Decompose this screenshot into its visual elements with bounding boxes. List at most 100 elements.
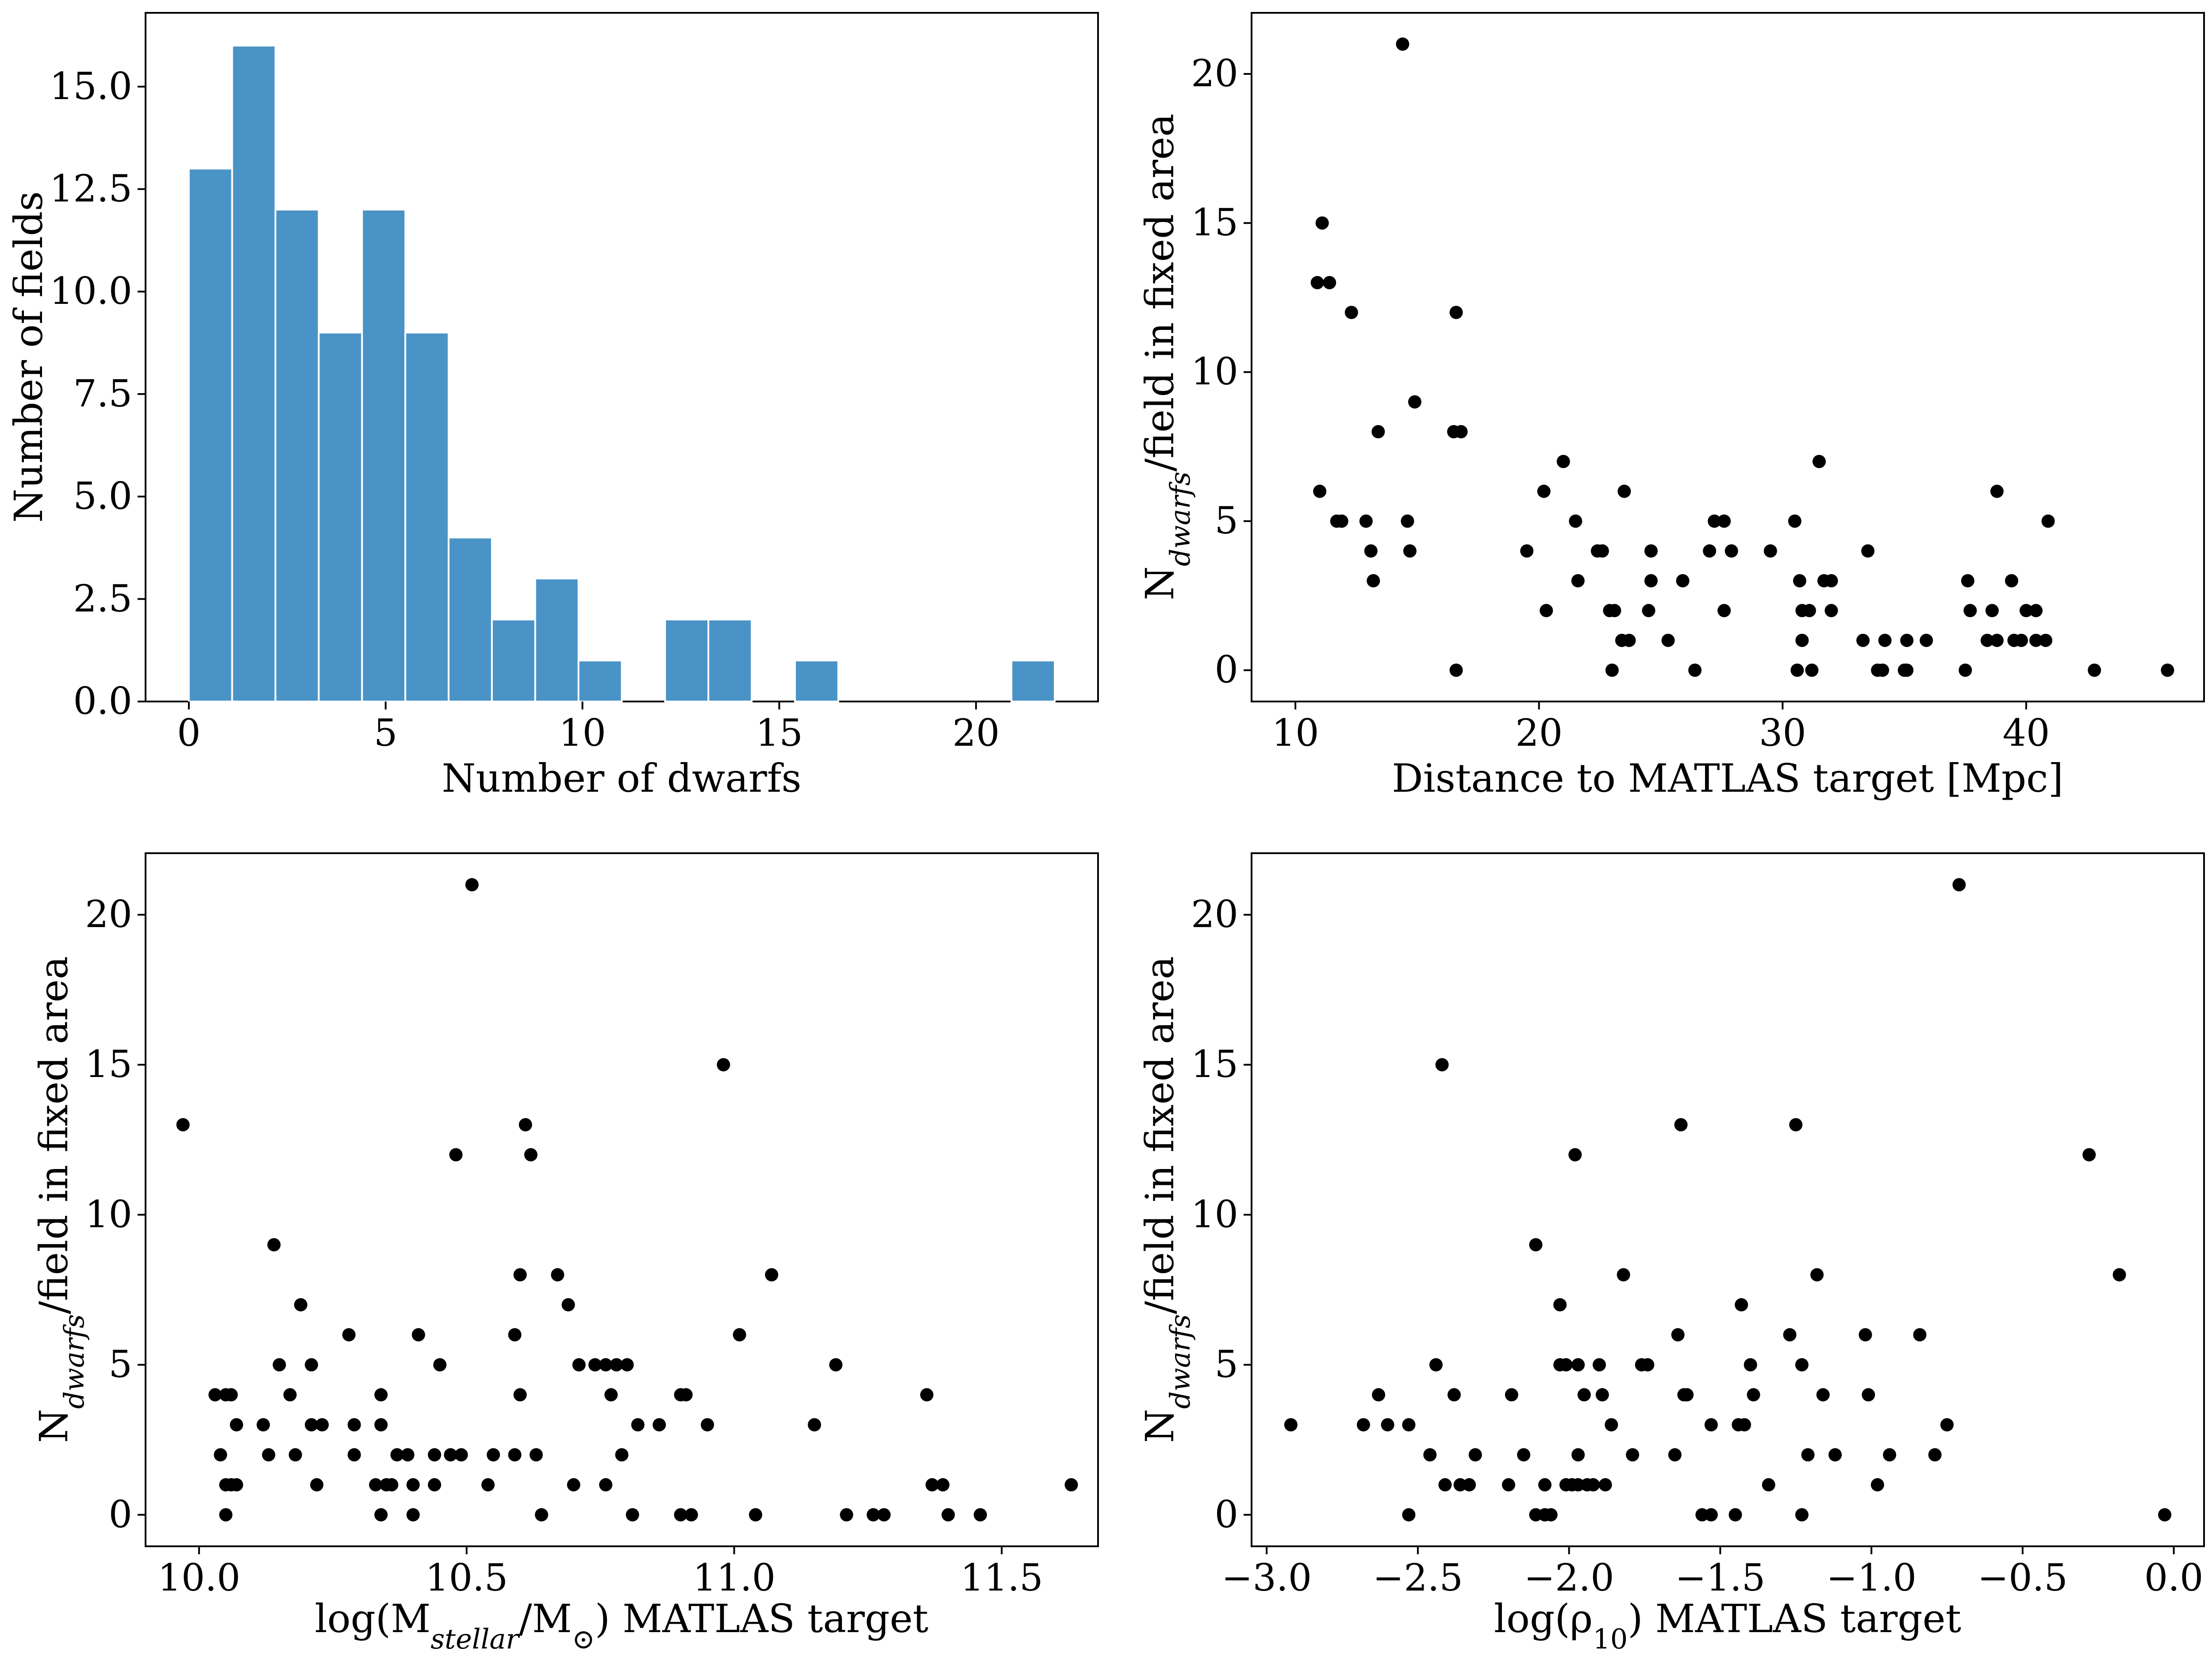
scatter-point xyxy=(1605,663,1619,677)
scatter-point xyxy=(257,1418,270,1432)
scatter-point xyxy=(1788,514,1801,528)
xtick-label: 30 xyxy=(1759,711,1806,755)
scatter-point xyxy=(1738,1418,1751,1432)
scatter-point xyxy=(701,1418,714,1432)
distance-frame xyxy=(1251,12,2205,702)
ytick-label: 7.5 xyxy=(73,372,132,415)
scatter-point xyxy=(679,1388,693,1402)
scatter-point xyxy=(1644,544,1658,558)
scatter-point xyxy=(1315,216,1329,230)
scatter-point xyxy=(518,1118,532,1131)
scatter-point xyxy=(1642,604,1655,617)
scatter-point xyxy=(1595,544,1609,558)
xtick-label: −3.0 xyxy=(1221,1556,1312,1599)
scatter-point xyxy=(374,1418,388,1432)
scatter-point xyxy=(599,1358,613,1372)
scatter-point xyxy=(1449,306,1463,319)
scatter-point xyxy=(1401,514,1414,528)
ytick-label: 15 xyxy=(1191,1043,1238,1086)
stellar-mass-frame xyxy=(145,852,1099,1547)
distance-ticks: 10 20 30 40 0 5 10 15 20 xyxy=(1191,52,2050,755)
scatter-point xyxy=(717,1058,730,1072)
scatter-point xyxy=(1805,663,1819,677)
scatter-point xyxy=(1961,574,1974,588)
scatter-point xyxy=(1313,484,1327,498)
xtick-label: −0.5 xyxy=(1978,1556,2068,1599)
scatter-point xyxy=(1502,1478,1515,1491)
scatter-point xyxy=(1571,1478,1585,1491)
scatter-point xyxy=(1454,425,1468,439)
ytick-label: 0.0 xyxy=(73,679,132,723)
scatter-point xyxy=(529,1448,543,1462)
scatter-point xyxy=(513,1268,527,1282)
scatter-point xyxy=(347,1418,361,1432)
density-xlabel: log(ρ10) MATLAS target xyxy=(1494,1596,1961,1655)
scatter-point xyxy=(631,1418,645,1432)
xtick-label: 11.5 xyxy=(960,1556,1043,1599)
scatter-point xyxy=(406,1478,420,1491)
scatter-point xyxy=(2020,604,2033,617)
scatter-point xyxy=(1793,574,1806,588)
scatter-point xyxy=(866,1508,880,1522)
scatter-point xyxy=(941,1508,955,1522)
scatter-point xyxy=(1622,633,1636,647)
histogram-bar xyxy=(577,659,623,702)
scatter-point xyxy=(1728,1508,1742,1522)
scatter-point xyxy=(304,1418,318,1432)
xtick-label: 40 xyxy=(2003,711,2050,755)
panel-histogram: 0 5 10 15 20 0.0 2.5 5.0 7.5 10.0 12.5 15.0 Number … xyxy=(6,12,1099,801)
scatter-point xyxy=(1505,1388,1518,1402)
histogram-ticks: 0 5 10 15 20 0.0 2.5 5.0 7.5 10.0 12.5 15.0 xyxy=(50,65,1000,755)
scatter-point xyxy=(385,1478,399,1491)
scatter-point xyxy=(1856,633,1870,647)
scatter-point xyxy=(508,1448,522,1462)
scatter-point xyxy=(1795,1358,1809,1372)
panel-distance: 10 20 30 40 0 5 10 15 20 Distance to MATLAS targ… xyxy=(1137,12,2205,801)
scatter-point xyxy=(1824,604,1838,617)
scatter-point xyxy=(1544,1508,1558,1522)
histogram-xlabel: Number of dwarfs xyxy=(442,755,801,801)
histogram-ylabel: Number of fields xyxy=(6,191,51,523)
scatter-point xyxy=(1762,1478,1775,1491)
scatter-point xyxy=(2005,574,2018,588)
scatter-point xyxy=(1810,1268,1824,1282)
ytick-label: 0 xyxy=(1215,1493,1238,1536)
scatter-point xyxy=(674,1508,687,1522)
ytick-label: 20 xyxy=(1191,893,1238,936)
scatter-point xyxy=(1423,1448,1437,1462)
scatter-point xyxy=(1402,1418,1416,1432)
scatter-point xyxy=(1571,1358,1585,1372)
xtick-label: 10.5 xyxy=(425,1556,508,1599)
density-frame xyxy=(1251,852,2205,1547)
scatter-point xyxy=(829,1358,843,1372)
scatter-point xyxy=(1367,574,1380,588)
scatter-point xyxy=(1403,544,1417,558)
scatter-point xyxy=(1790,663,1804,677)
scatter-point xyxy=(1920,633,1933,647)
ytick-label: 0 xyxy=(109,1493,132,1536)
scatter-point xyxy=(1795,1508,1809,1522)
scatter-point xyxy=(765,1268,779,1282)
scatter-point xyxy=(840,1508,853,1522)
scatter-point xyxy=(1747,1388,1760,1402)
scatter-point xyxy=(454,1448,468,1462)
scatter-point xyxy=(572,1358,586,1372)
histogram-bar xyxy=(274,208,320,702)
scatter-point xyxy=(2029,633,2043,647)
scatter-point xyxy=(230,1478,243,1491)
scatter-point xyxy=(1743,1358,1757,1372)
ytick-label: 5 xyxy=(1215,1343,1238,1386)
scatter-point xyxy=(1795,633,1809,647)
scatter-point xyxy=(1468,1448,1482,1462)
ytick-label: 10 xyxy=(1191,1192,1238,1236)
scatter-point xyxy=(1816,1388,1830,1402)
histogram-bar xyxy=(707,618,753,702)
scatter-point xyxy=(1801,1448,1815,1462)
stellar-mass-ticks: 10.0 10.5 11.0 11.5 0 5 10 15 20 xyxy=(85,893,1043,1599)
scatter-point xyxy=(1703,544,1717,558)
scatter-point xyxy=(1453,1478,1467,1491)
scatter-point xyxy=(1900,663,1914,677)
scatter-point xyxy=(1598,1478,1612,1491)
scatter-point xyxy=(406,1508,420,1522)
scatter-point xyxy=(449,1148,463,1162)
